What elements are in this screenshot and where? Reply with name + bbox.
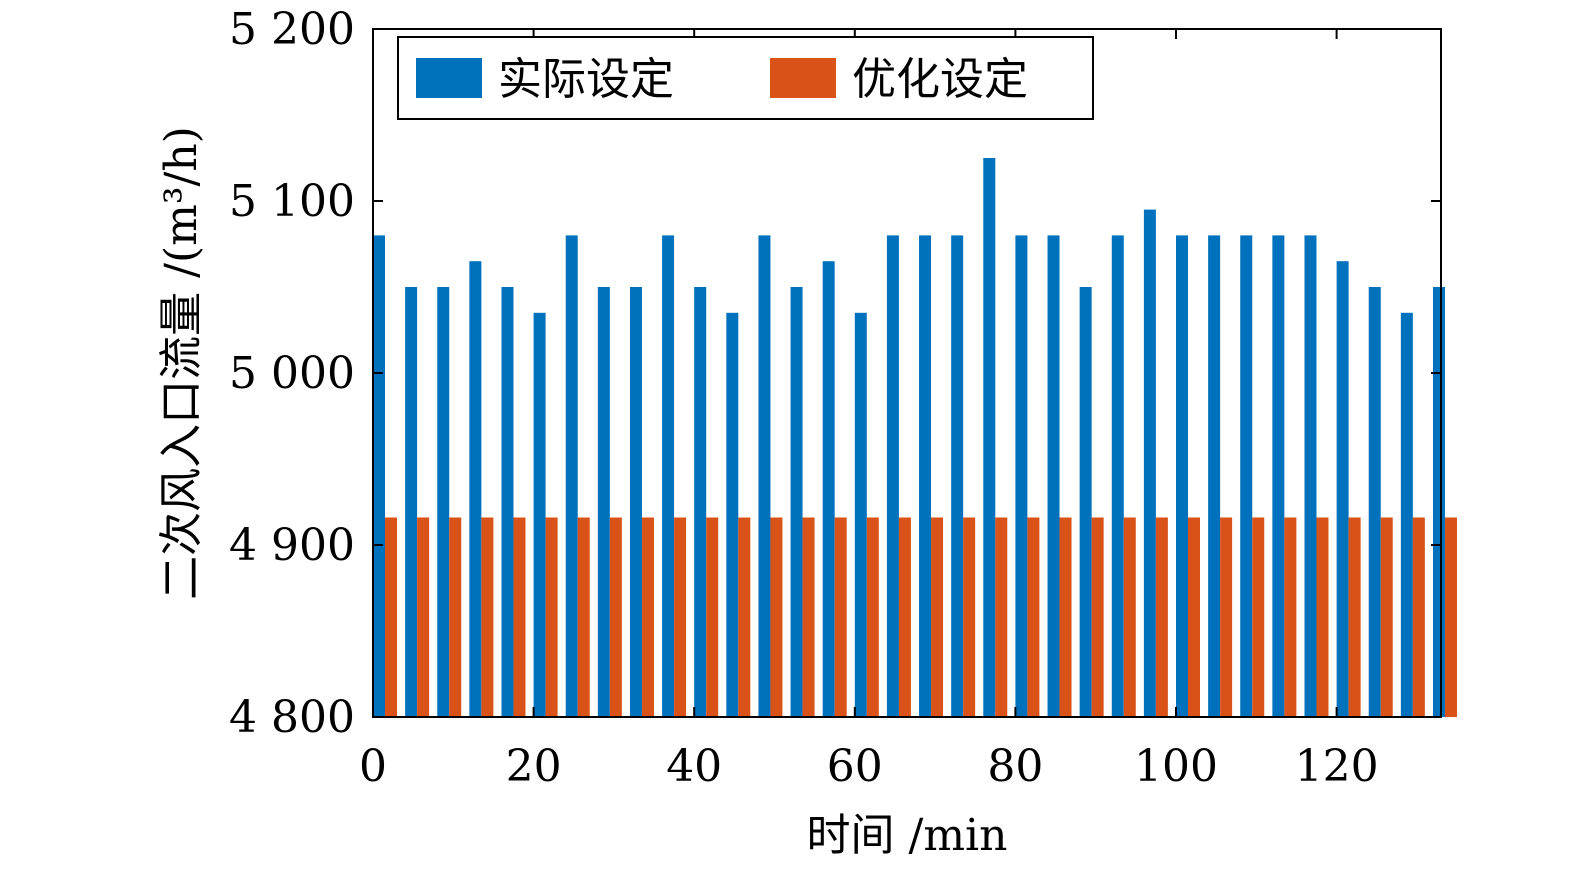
bar-optimized-18: [963, 517, 976, 717]
legend-label-actual: 实际设定: [498, 54, 674, 105]
bar-optimized-5: [545, 517, 558, 717]
x-tick-label-5: 100: [1134, 741, 1218, 792]
bar-actual-16: [886, 235, 899, 717]
bar-actual-22: [1079, 287, 1092, 717]
bar-actual-13: [790, 287, 803, 717]
bar-optimized-33: [1444, 517, 1457, 717]
bar-actual-24: [1143, 209, 1156, 717]
bar-optimized-9: [674, 517, 687, 717]
bar-actual-31: [1368, 287, 1381, 717]
bar-optimized-15: [866, 517, 879, 717]
bar-actual-9: [662, 235, 675, 717]
bar-optimized-3: [481, 517, 494, 717]
bar-actual-15: [854, 312, 867, 717]
bar-optimized-2: [449, 517, 462, 717]
bar-optimized-17: [931, 517, 944, 717]
bar-actual-0: [373, 235, 385, 717]
bar-optimized-13: [802, 517, 815, 717]
bar-optimized-22: [1091, 517, 1104, 717]
bar-optimized-10: [706, 517, 719, 717]
bar-actual-7: [597, 287, 610, 717]
y-tick-label-2: 5 000: [229, 348, 355, 399]
y-tick-label-1: 4 900: [229, 520, 355, 571]
legend-label-optimized: 优化设定: [852, 54, 1028, 105]
bar-optimized-19: [995, 517, 1008, 717]
bar-optimized-7: [609, 517, 622, 717]
bar-optimized-25: [1188, 517, 1201, 717]
bar-optimized-1: [417, 517, 430, 717]
y-axis-label: 二次风入口流量 /(m³/h): [156, 126, 207, 600]
bar-optimized-4: [513, 517, 526, 717]
bar-actual-26: [1208, 235, 1221, 717]
bar-optimized-0: [385, 517, 397, 717]
bar-actual-32: [1400, 312, 1413, 717]
bar-actual-20: [1015, 235, 1028, 717]
bar-actual-25: [1176, 235, 1189, 717]
bar-optimized-28: [1284, 517, 1297, 717]
bar-actual-2: [437, 287, 450, 717]
legend-swatch-actual: [416, 58, 482, 98]
bar-actual-10: [694, 287, 707, 717]
bar-actual-27: [1240, 235, 1253, 717]
bar-optimized-16: [898, 517, 911, 717]
bar-actual-14: [822, 261, 835, 717]
x-tick-label-2: 40: [666, 741, 722, 792]
x-tick-label-3: 60: [827, 741, 883, 792]
bar-optimized-6: [577, 517, 590, 717]
bar-optimized-12: [770, 517, 783, 717]
y-tick-label-4: 5 200: [229, 4, 355, 55]
bar-actual-29: [1304, 235, 1317, 717]
bar-optimized-31: [1380, 517, 1393, 717]
bar-actual-30: [1336, 261, 1349, 717]
y-tick-label-3: 5 100: [229, 176, 355, 227]
bar-optimized-21: [1059, 517, 1072, 717]
bar-actual-4: [501, 287, 514, 717]
bar-optimized-20: [1027, 517, 1040, 717]
bar-optimized-27: [1252, 517, 1265, 717]
plot-frame: [372, 28, 1442, 718]
bar-actual-6: [565, 235, 578, 717]
bar-actual-12: [758, 235, 771, 717]
bar-optimized-32: [1412, 517, 1425, 717]
x-tick-label-0: 0: [359, 741, 387, 792]
bar-actual-5: [533, 312, 546, 717]
bar-optimized-8: [641, 517, 654, 717]
bar-actual-3: [469, 261, 482, 717]
bar-optimized-29: [1316, 517, 1329, 717]
bar-actual-18: [951, 235, 964, 717]
bar-optimized-26: [1220, 517, 1233, 717]
legend-swatch-optimized: [770, 58, 836, 98]
bars-group: [373, 158, 1457, 717]
bar-actual-8: [629, 287, 642, 717]
bar-actual-17: [919, 235, 932, 717]
bar-optimized-30: [1348, 517, 1361, 717]
x-tick-label-4: 80: [987, 741, 1043, 792]
bar-actual-1: [405, 287, 418, 717]
bar-optimized-24: [1155, 517, 1168, 717]
x-tick-label-1: 20: [506, 741, 562, 792]
x-tick-label-6: 120: [1295, 741, 1379, 792]
x-axis-label: 时间 /min: [807, 810, 1008, 861]
legend-box: [397, 36, 1094, 120]
bar-actual-21: [1047, 235, 1060, 717]
bar-optimized-11: [738, 517, 751, 717]
tick-labels-group: 0 20 40 60 80 100 120 4 800 4 900 5 000 5 100 5 200: [229, 4, 1379, 792]
bar-optimized-14: [834, 517, 847, 717]
legend: 实际设定 优化设定: [397, 36, 1094, 120]
bar-actual-19: [983, 158, 996, 717]
bar-actual-28: [1272, 235, 1285, 717]
y-tick-label-0: 4 800: [229, 692, 355, 743]
bar-optimized-23: [1123, 517, 1136, 717]
bar-actual-11: [726, 312, 739, 717]
bar-actual-23: [1111, 235, 1124, 717]
bar-actual-33: [1432, 287, 1445, 717]
